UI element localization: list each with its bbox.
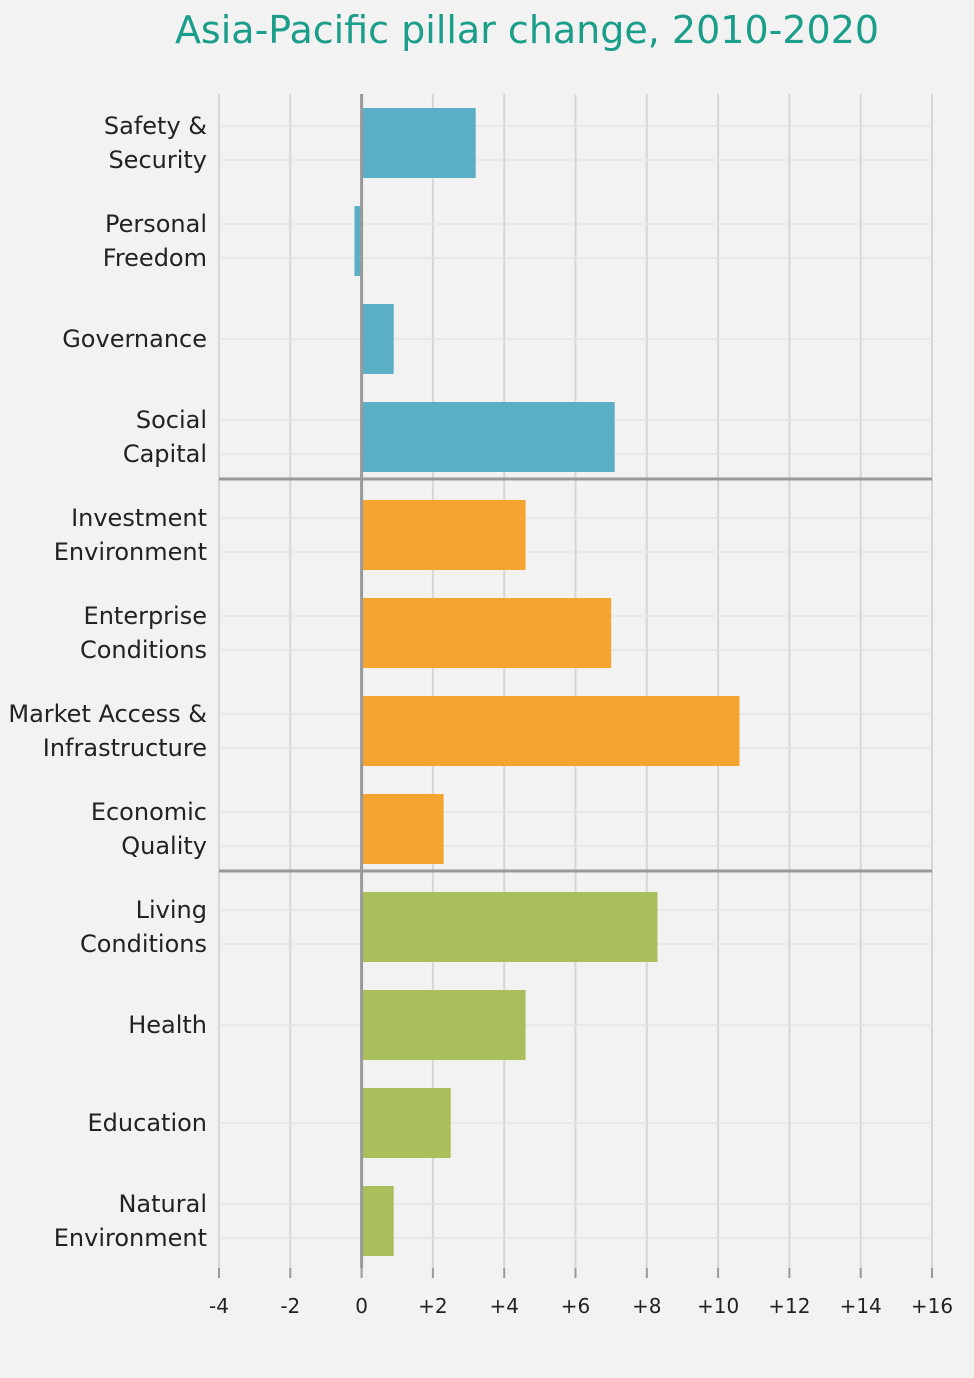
bar — [361, 402, 615, 472]
tick-label: +8 — [632, 1294, 661, 1318]
tick-label: +10 — [697, 1294, 739, 1318]
category-label: Living Conditions — [80, 896, 207, 958]
category-label: Safety & Security — [104, 112, 207, 174]
bar — [361, 892, 658, 962]
bar — [361, 598, 612, 668]
bar — [361, 696, 740, 766]
bar — [361, 990, 526, 1060]
category-label: Natural Environment — [54, 1190, 207, 1252]
bar — [361, 1186, 394, 1256]
tick-label: +2 — [418, 1294, 447, 1318]
bar — [361, 500, 526, 570]
bar — [361, 108, 476, 178]
tick-label: +6 — [561, 1294, 590, 1318]
tick-label: +4 — [489, 1294, 518, 1318]
category-label: Social Capital — [123, 406, 207, 468]
category-label: Economic Quality — [91, 798, 207, 860]
category-label: Personal Freedom — [103, 210, 207, 272]
category-label: Enterprise Conditions — [80, 602, 207, 664]
category-label: Governance — [62, 325, 207, 353]
tick-label: -4 — [209, 1294, 229, 1318]
tick-label: +16 — [911, 1294, 953, 1318]
bar — [361, 304, 394, 374]
tick-label: +12 — [768, 1294, 810, 1318]
bar — [361, 1088, 451, 1158]
category-label: Education — [88, 1109, 207, 1137]
category-label: Health — [128, 1011, 207, 1039]
tick-label: 0 — [355, 1294, 368, 1318]
tick-label: +14 — [840, 1294, 882, 1318]
category-label: Investment Environment — [54, 504, 207, 566]
bar — [354, 206, 362, 276]
category-label: Market Access & Infrastructure — [8, 700, 207, 762]
tick-label: -2 — [280, 1294, 300, 1318]
bar — [361, 794, 444, 864]
chart-title: Asia-Pacific pillar change, 2010-2020 — [174, 8, 880, 52]
